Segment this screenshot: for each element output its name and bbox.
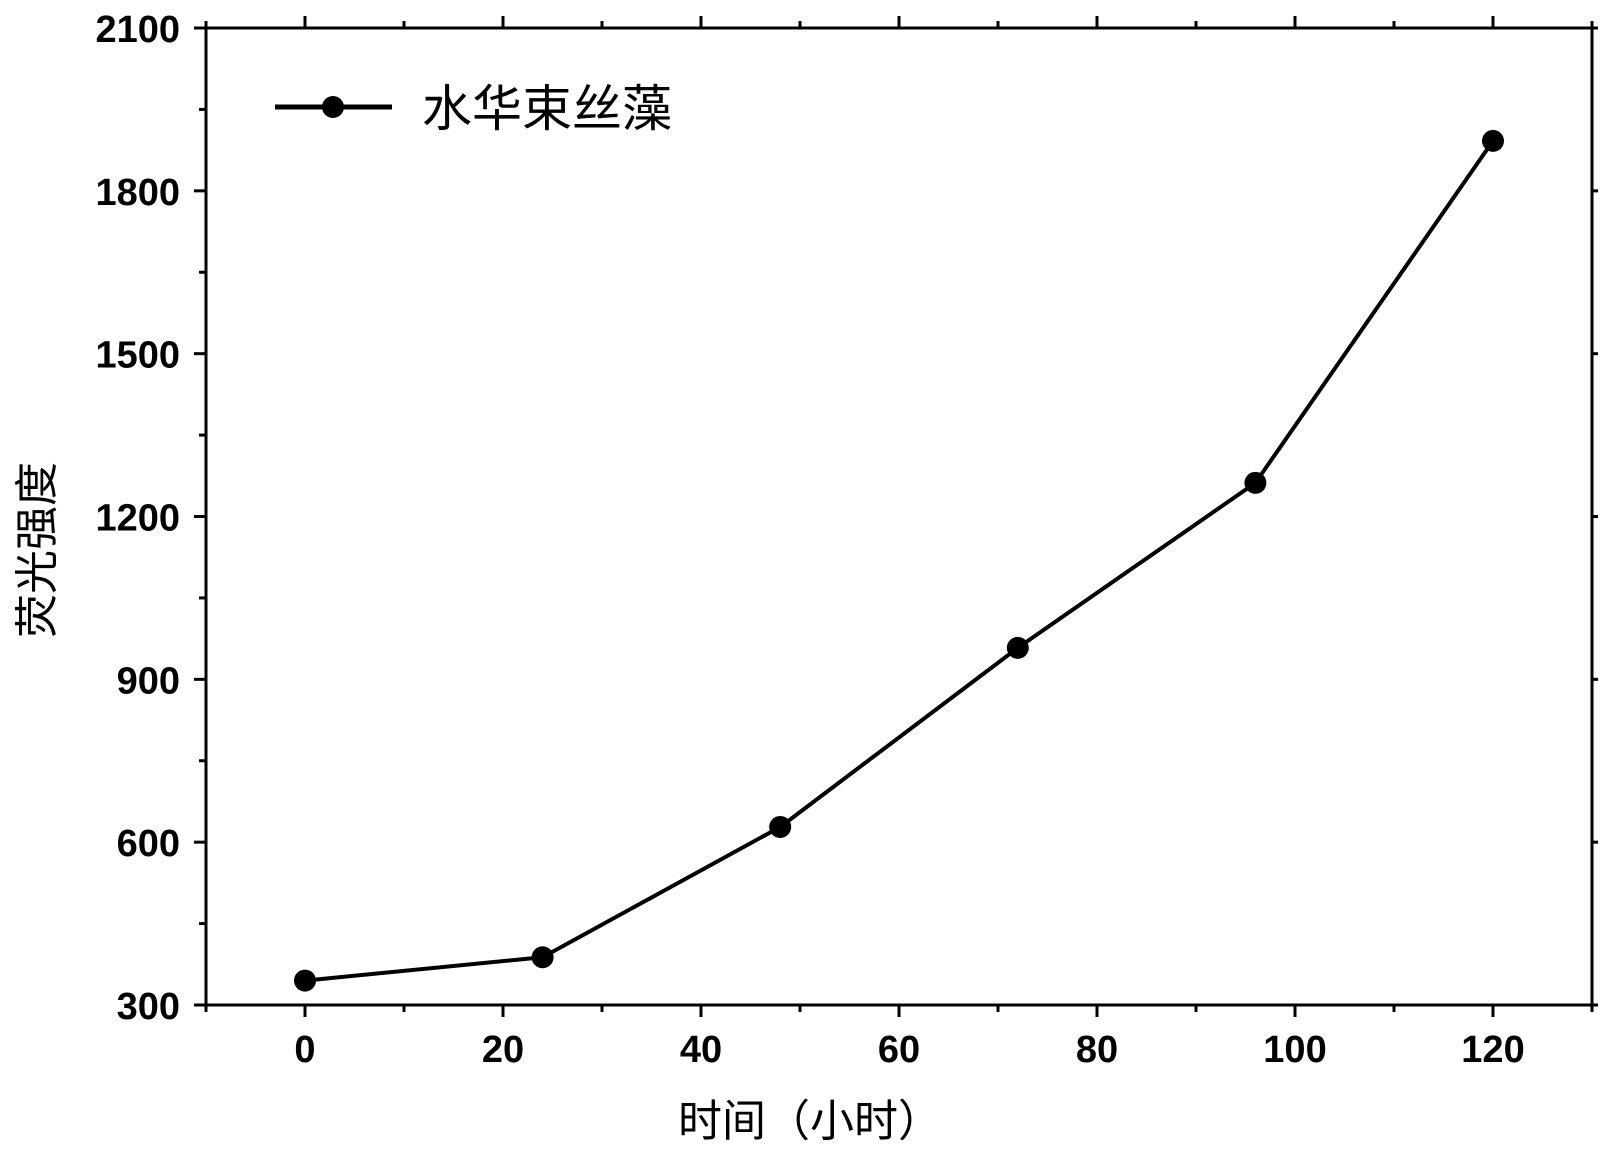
y-tick-label: 1200	[95, 498, 180, 540]
x-axis-title: 时间（小时）	[678, 1096, 942, 1147]
data-point	[1006, 636, 1029, 659]
x-tick-label: 40	[680, 1029, 722, 1071]
data-series	[294, 129, 1504, 992]
y-tick-label: 2100	[95, 9, 180, 51]
y-tick-label: 300	[117, 986, 180, 1028]
x-tick-label: 80	[1076, 1029, 1118, 1071]
data-point	[294, 969, 316, 992]
x-tick-label: 60	[878, 1029, 920, 1071]
x-tick-labels: 0 20 40 60 80 100 120	[294, 1029, 1524, 1071]
x-tick-label: 100	[1263, 1029, 1326, 1071]
data-point	[1482, 129, 1504, 152]
ticks	[194, 16, 1598, 1017]
y-tick-label: 900	[117, 660, 180, 702]
y-axis-title: 荧光强度	[12, 462, 63, 638]
legend-marker	[322, 96, 344, 118]
data-point	[531, 946, 554, 969]
data-point	[769, 815, 792, 838]
y-tick-label: 600	[117, 823, 180, 865]
y-tick-labels: 300 600 900 1200 1500 1800 2100	[95, 9, 180, 1028]
y-tick-label: 1800	[95, 172, 180, 214]
x-tick-label: 120	[1461, 1029, 1524, 1071]
y-tick-label: 1500	[95, 335, 180, 377]
x-tick-label: 0	[294, 1029, 315, 1071]
legend: 水华束丝藻	[275, 80, 672, 138]
legend-label: 水华束丝藻	[422, 80, 672, 138]
data-point	[1244, 471, 1267, 494]
series-line	[304, 139, 1495, 983]
x-tick-label: 20	[482, 1029, 524, 1071]
